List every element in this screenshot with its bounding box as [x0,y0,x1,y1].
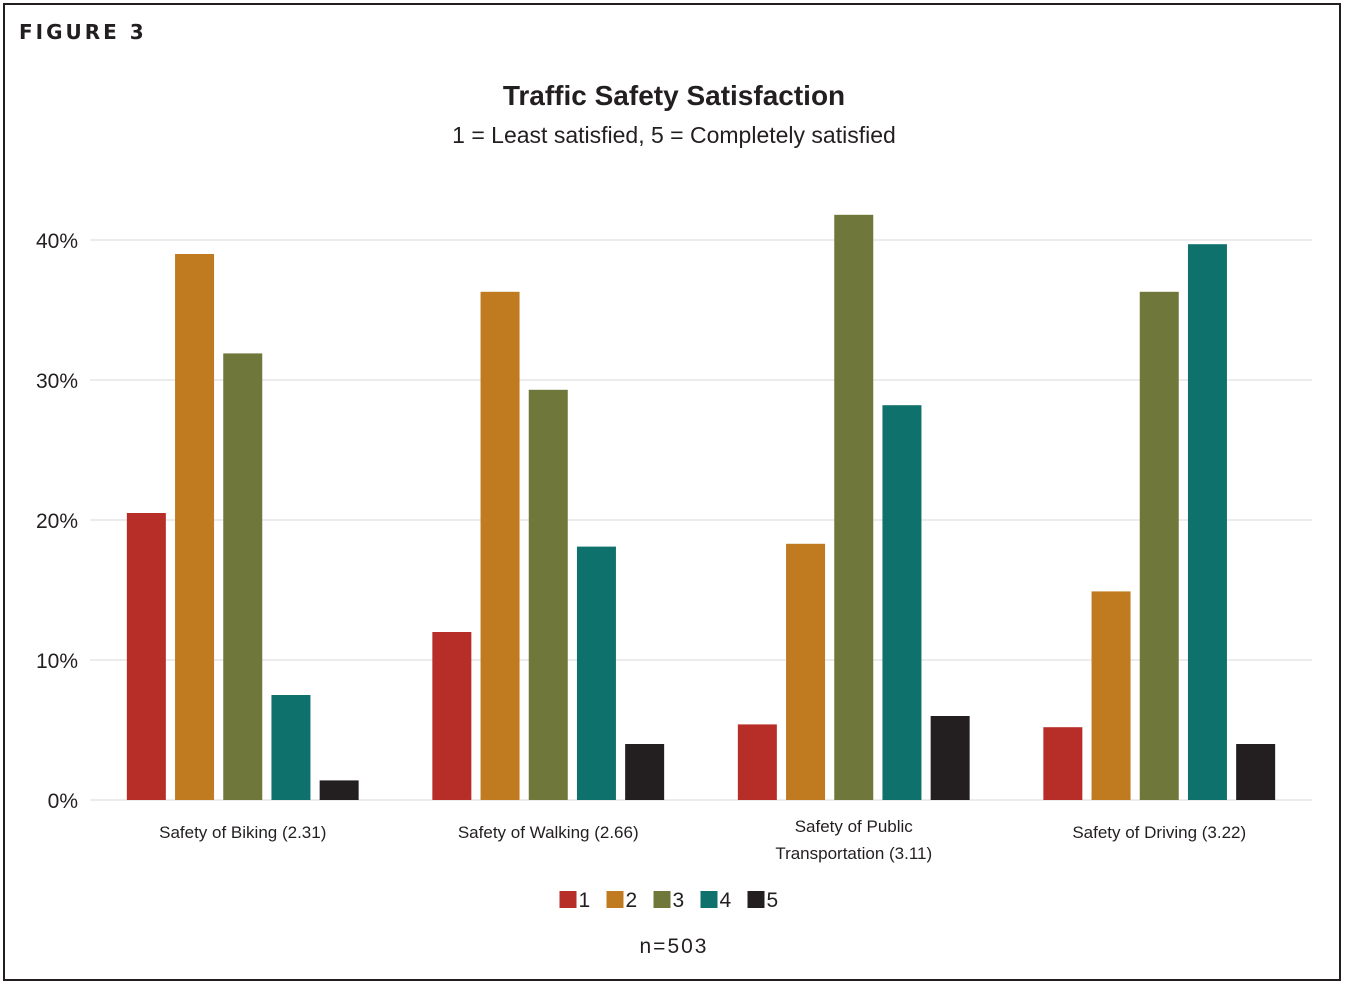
bar-1 [737,724,777,800]
bar-3 [528,389,568,800]
bars [126,214,1276,801]
legend-label: 2 [626,889,638,912]
bar-5 [930,716,970,800]
bar-3 [834,214,874,801]
chart-subtitle: 1 = Least satisfied, 5 = Completely sati… [452,122,896,148]
legend-label: 4 [720,889,732,912]
x-tick-label: Safety of Walking (2.66) [458,823,639,842]
y-axis: 0% 10% 20% 30% 40% [36,230,78,813]
bar-1 [432,632,472,800]
bar-1 [126,513,166,800]
x-tick-label: Safety of Public [795,817,914,836]
chart-title: Traffic Safety Satisfaction [502,80,846,111]
legend-swatch-4 [700,891,718,908]
bar-4 [882,405,922,800]
bar-5 [1236,744,1276,800]
y-tick-label: 20% [36,510,78,533]
figure-label: FIGURE 3 [19,20,147,44]
bar-2 [786,543,826,800]
bar-5 [625,744,665,800]
sample-size-note: n=503 [639,935,709,958]
legend-swatch-1 [559,891,577,908]
x-tick-label: Safety of Biking (2.31) [159,823,326,842]
legend-label: 5 [767,889,779,912]
legend-label: 1 [579,889,591,912]
legend-label: 3 [673,889,685,912]
legend: 1 2 3 4 5 [559,889,779,912]
x-tick-label: Transportation (3.11) [775,844,932,863]
legend-swatch-5 [747,891,765,908]
y-tick-label: 0% [48,790,78,813]
x-axis: Safety of Biking (2.31) Safety of Walking… [159,817,1246,863]
bar-4 [576,546,616,800]
bar-3 [1139,291,1179,800]
legend-swatch-3 [653,891,671,908]
bar-2 [175,254,215,800]
bar-5 [319,780,359,800]
y-tick-label: 10% [36,650,78,673]
bar-4 [1187,244,1227,800]
bar-4 [271,695,311,800]
bar-2 [1091,591,1131,800]
y-tick-label: 30% [36,370,78,393]
x-tick-label: Safety of Driving (3.22) [1072,823,1246,842]
legend-swatch-2 [606,891,624,908]
y-tick-label: 40% [36,230,78,253]
bar-1 [1043,727,1083,800]
bar-2 [480,291,520,800]
bar-3 [223,353,263,800]
